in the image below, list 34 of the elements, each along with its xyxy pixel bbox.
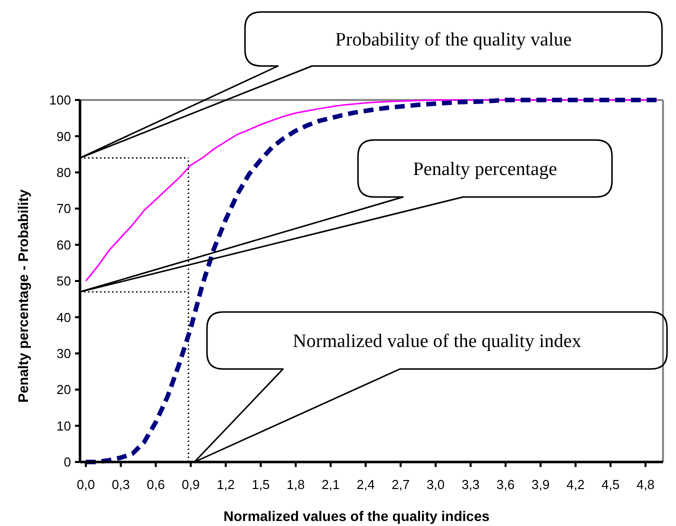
y-tick-label: 10 bbox=[56, 418, 71, 434]
x-tick-label: 2,1 bbox=[322, 477, 340, 492]
y-tick-label: 90 bbox=[56, 128, 71, 144]
x-axis-title: Normalized values of the quality indices bbox=[223, 508, 490, 524]
x-tick-label: 4,5 bbox=[601, 477, 620, 492]
x-tick-label: 1,2 bbox=[216, 477, 235, 492]
y-axis-title: Penalty percentage - Probability bbox=[15, 189, 31, 403]
line-series bbox=[84, 98, 660, 464]
x-tick-label: 4,8 bbox=[636, 477, 655, 492]
x-tick-label: 0,0 bbox=[76, 477, 95, 492]
x-tick-label: 0,3 bbox=[112, 477, 130, 492]
x-tick-label: 2,4 bbox=[356, 477, 375, 492]
x-tick-label: 0,6 bbox=[146, 477, 165, 492]
y-tick-label: 0 bbox=[64, 454, 71, 470]
y-tick-label: 40 bbox=[56, 310, 71, 325]
x-tick-label: 3,3 bbox=[462, 477, 480, 492]
text: Probability of the quality value bbox=[335, 30, 572, 51]
y-tick-label: 80 bbox=[56, 164, 71, 180]
x-tick-label: 1,8 bbox=[286, 477, 305, 492]
y-tick-label: 20 bbox=[56, 382, 71, 398]
annotation: Penalty percentage bbox=[412, 159, 558, 180]
y-tick-label: 60 bbox=[56, 237, 71, 252]
x-tick-label: 0,9 bbox=[182, 477, 200, 492]
x-tick-label: 3,9 bbox=[532, 477, 550, 492]
x-tick-label: 4,2 bbox=[566, 477, 585, 492]
y-tick-label: 30 bbox=[56, 346, 71, 361]
annotation: Normalized value of the quality index bbox=[292, 331, 582, 352]
y-tick-label: 70 bbox=[56, 201, 71, 216]
x-tick-label: 3,0 bbox=[426, 477, 445, 492]
x-tick-label: 2,7 bbox=[392, 477, 410, 492]
y-tick-label: 50 bbox=[56, 274, 71, 289]
x-tick-label: 1,5 bbox=[252, 477, 270, 492]
y-tick-label: 100 bbox=[49, 92, 71, 108]
x-tick-label: 3,6 bbox=[496, 477, 515, 492]
